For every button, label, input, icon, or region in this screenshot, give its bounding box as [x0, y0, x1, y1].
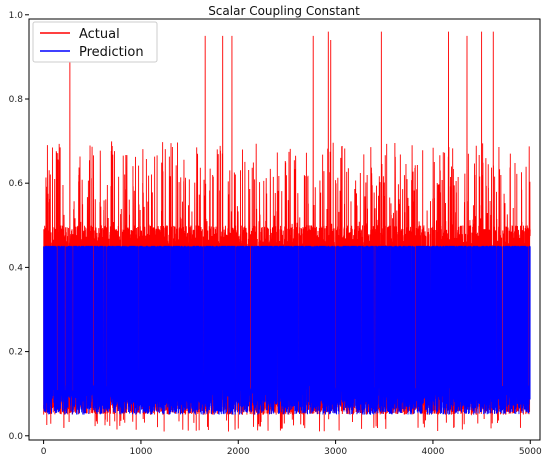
x-tick-label: 0	[41, 447, 47, 457]
series-prediction	[43, 245, 531, 415]
chart-title: Scalar Coupling Constant	[208, 4, 360, 18]
y-tick-label: 1.0	[9, 11, 24, 21]
x-tick-label: 1000	[129, 447, 152, 457]
x-axis: 0 1000 2000 3000 4000 5000	[41, 440, 542, 457]
y-tick-label: 0.4	[9, 263, 24, 273]
x-tick-label: 3000	[324, 447, 347, 457]
legend-label-prediction: Prediction	[79, 45, 144, 60]
y-tick-label: 0.2	[9, 348, 23, 358]
legend-box	[32, 21, 158, 63]
plot-frame	[28, 18, 541, 441]
legend: Actual Prediction	[32, 21, 158, 63]
x-tick-label: 2000	[227, 447, 250, 457]
x-tick-label: 5000	[519, 447, 542, 457]
legend-label-actual: Actual	[79, 27, 120, 42]
y-tick-label: 0.8	[9, 95, 24, 105]
y-tick-label: 0.6	[9, 179, 24, 189]
x-tick-label: 4000	[421, 447, 444, 457]
y-axis: 0.0 0.2 0.4 0.6 0.8 1.0	[9, 11, 29, 442]
series-line-prediction	[43, 245, 531, 415]
y-tick-label: 0.0	[9, 432, 24, 442]
